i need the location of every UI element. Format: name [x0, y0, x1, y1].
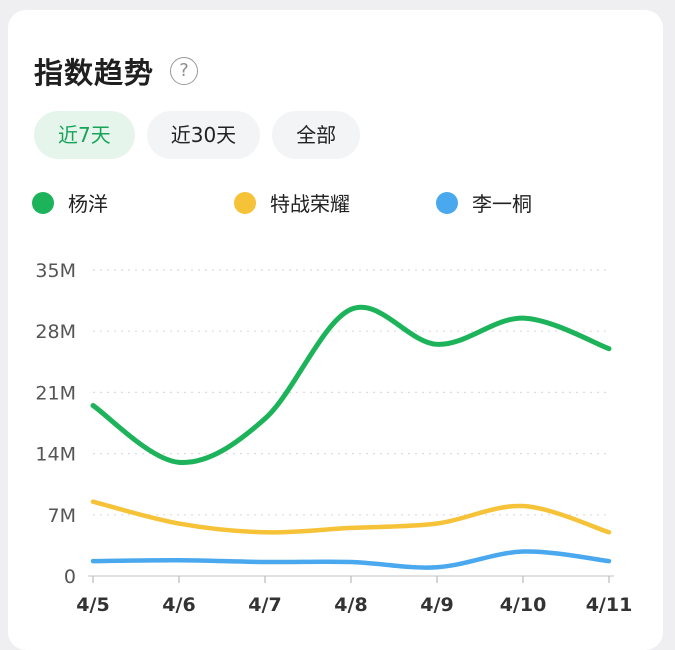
line-chart: 35M 28M 21M 14M 7M 04/5 4/6 4/7 4/8 4/9 4/10 4/11 [8, 10, 663, 630]
x-tick-label: 4/5 [76, 594, 109, 616]
y-tick-label: 7M [48, 505, 76, 527]
x-tick-label: 4/7 [248, 594, 281, 616]
y-tick-label: 14M [35, 444, 76, 466]
x-tick-label: 4/8 [334, 594, 367, 616]
series-line-0 [93, 307, 609, 462]
y-tick-label: 28M [35, 321, 76, 343]
series-line-1 [93, 502, 609, 533]
series-layer [93, 307, 609, 567]
y-tick-label: 0 [64, 566, 76, 588]
x-tick-label: 4/6 [162, 594, 195, 616]
x-tick-label: 4/9 [420, 594, 453, 616]
y-tick-label: 35M [35, 260, 76, 282]
x-tick-label: 4/11 [586, 594, 633, 616]
series-line-2 [93, 551, 609, 567]
y-tick-label: 21M [35, 382, 76, 404]
x-tick-label: 4/10 [500, 594, 547, 616]
